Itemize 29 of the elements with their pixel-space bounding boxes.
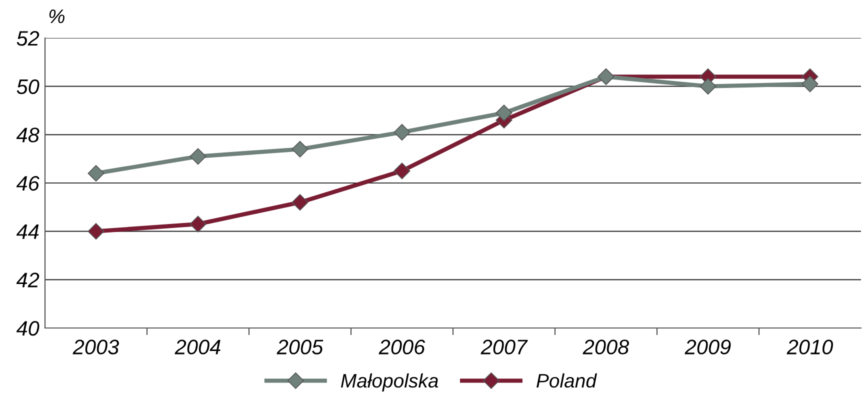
x-tick-label: 2003 xyxy=(72,340,119,354)
point xyxy=(700,78,716,95)
x-tick-label: 2005 xyxy=(276,340,324,354)
point xyxy=(394,124,410,141)
x-tick-label: 2006 xyxy=(378,340,426,354)
y-tick-label: 52 xyxy=(16,31,40,46)
y-tick-label: 44 xyxy=(16,224,39,239)
point xyxy=(292,140,308,158)
x-tick-label: 2009 xyxy=(684,340,731,354)
point xyxy=(88,165,104,182)
y-tick-label: 42 xyxy=(16,272,40,288)
point xyxy=(88,223,104,240)
legend-label: Poland xyxy=(536,373,598,388)
x-tick-label: 2010 xyxy=(786,340,833,354)
point xyxy=(394,162,410,180)
y-axis-title: % xyxy=(49,10,64,24)
x-tick-label: 2008 xyxy=(582,340,630,354)
point xyxy=(292,194,308,211)
y-tick-label: 46 xyxy=(16,176,40,191)
x-tick-label: 2007 xyxy=(480,340,528,354)
point xyxy=(496,104,512,122)
point xyxy=(190,148,206,165)
y-tick-label: 50 xyxy=(16,79,40,94)
x-tick-label: 2004 xyxy=(174,340,220,354)
y-tick-label: 40 xyxy=(16,321,40,336)
y-tick-label: 48 xyxy=(16,128,40,142)
legend-label: Małopolska xyxy=(340,373,438,392)
point xyxy=(802,76,818,92)
point xyxy=(190,216,206,232)
